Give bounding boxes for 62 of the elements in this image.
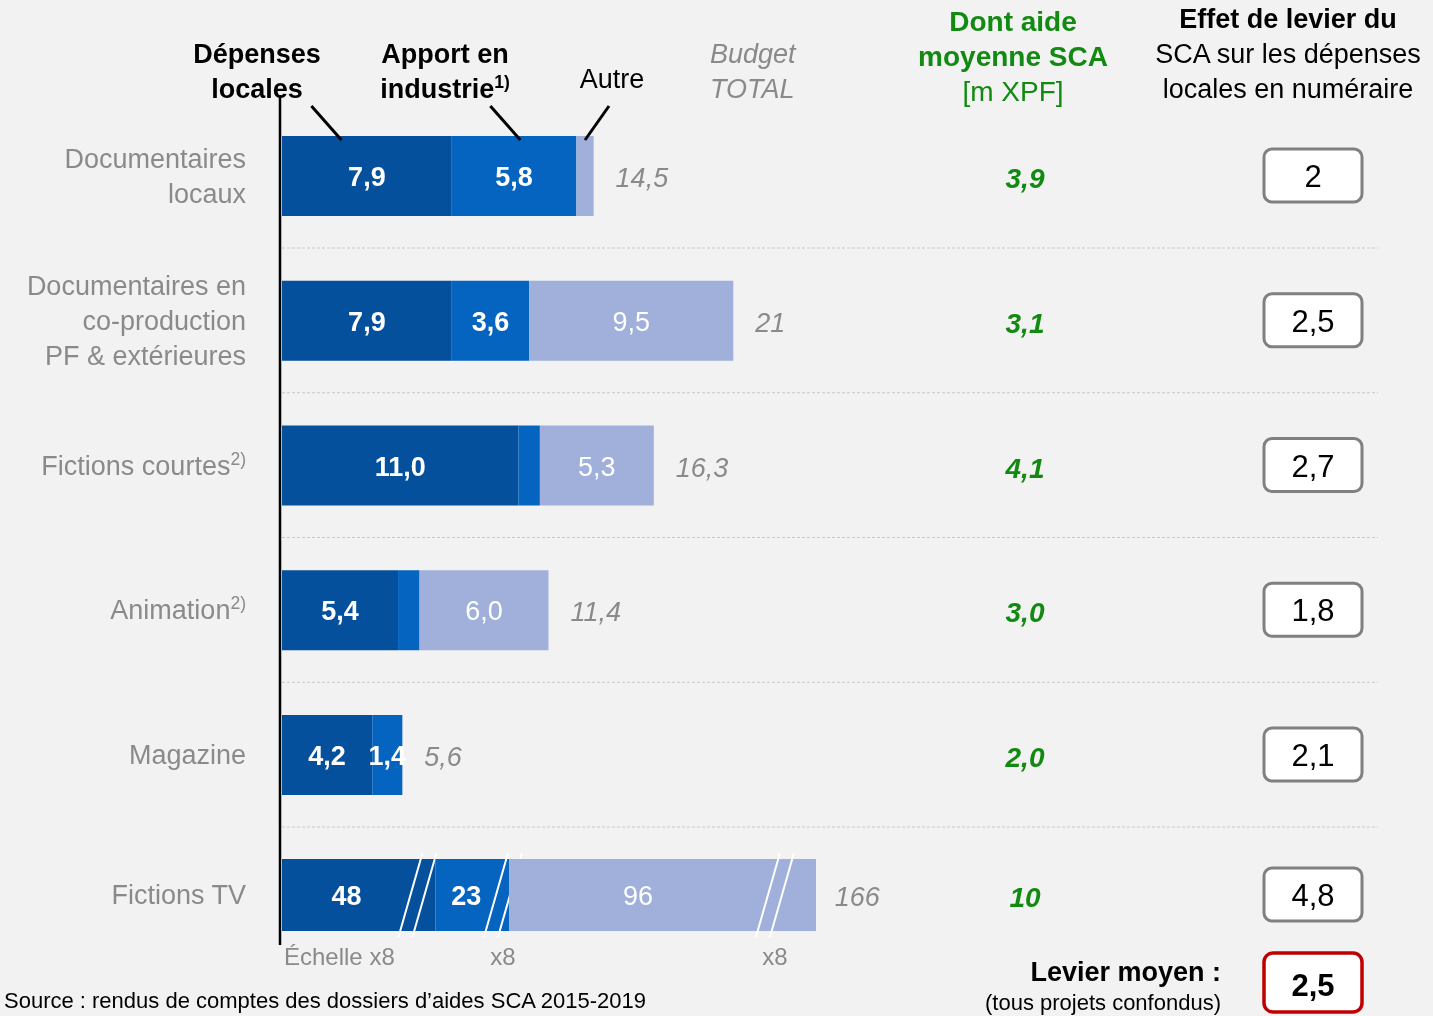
- annotation: 2,5: [1291, 303, 1335, 339]
- bar: [451, 280, 530, 361]
- data-label: 5,8: [495, 162, 533, 192]
- annotation: 16,3: [675, 452, 729, 483]
- annotation: x8: [490, 943, 516, 970]
- bar: [539, 425, 654, 506]
- annotation: Échelle x8: [284, 943, 395, 970]
- annotation: 21: [754, 307, 786, 338]
- bar: [518, 425, 540, 506]
- text: 2,0: [1005, 742, 1045, 773]
- bar: [529, 280, 734, 361]
- bar: [576, 136, 594, 216]
- annotation: x8: [762, 943, 788, 970]
- source-note: Source : rendus de comptes des dossiers d’aides SCA 2015-2019: [4, 988, 647, 1013]
- text: 3,9: [1005, 163, 1045, 194]
- y-tick-label: Fictions TV: [111, 880, 246, 910]
- bar: [282, 280, 452, 361]
- text: 10: [1009, 882, 1041, 913]
- data-label: 5,4: [321, 596, 359, 627]
- annotation: 14,5: [615, 163, 670, 193]
- y-tick-label: Magazine: [128, 740, 246, 770]
- text: 3,0: [1005, 597, 1045, 629]
- series-label: Apport en industrie$^{1)}$: [380, 39, 510, 104]
- text: 3,1: [1005, 307, 1045, 339]
- data-label: 6,0: [465, 596, 503, 627]
- text: 2,5: [1291, 968, 1335, 1003]
- series-label: Dépenses locales: [193, 39, 321, 104]
- y-tick-label: Animation$^{2)}$: [110, 593, 246, 626]
- data-label: 9,5: [612, 306, 650, 337]
- text: 2,1: [1291, 738, 1335, 773]
- data-label: 96: [622, 881, 653, 911]
- text: Levier moyen :: [1030, 957, 1221, 987]
- text: 2,7: [1291, 448, 1335, 484]
- data-label: 11,0: [374, 451, 426, 482]
- text: 4,8: [1291, 878, 1335, 913]
- annotation: 166: [834, 882, 881, 912]
- annotation: Budget TOTAL: [710, 39, 798, 104]
- bar: [282, 136, 452, 216]
- text: Effet de levier du SCA sur les dépenses locales en numéraire: [1155, 4, 1421, 104]
- y-tick-label: Documentaires en co-production PF & extérieures: [26, 270, 246, 371]
- bar: [419, 570, 549, 651]
- bar: [398, 570, 420, 651]
- data-label: 23: [451, 881, 482, 911]
- data-label: 3,6: [471, 306, 510, 337]
- annotation: 5,6: [424, 742, 463, 772]
- data-label: 48: [331, 881, 362, 911]
- text: 1,8: [1291, 593, 1335, 629]
- text: (tous projets confondus): [984, 990, 1221, 1015]
- text: Dont aide moyenne SCA [m XPF]: [918, 6, 1108, 107]
- text: 4,1: [1005, 452, 1045, 484]
- y-tick-label: Fictions courtes$^{2)}$: [41, 448, 246, 481]
- data-label: 7,9: [348, 306, 386, 337]
- bar: [282, 425, 519, 506]
- bar: [451, 136, 577, 216]
- text: 2: [1304, 159, 1322, 194]
- y-tick-label: Documentaires locaux: [64, 143, 247, 209]
- data-label: 4,2: [308, 741, 346, 771]
- data-label: 7,9: [348, 162, 386, 192]
- series-label: Autre: [579, 64, 645, 94]
- data-label: 5,3: [578, 451, 616, 482]
- annotation: 11,4: [570, 597, 622, 628]
- bar: [282, 570, 399, 651]
